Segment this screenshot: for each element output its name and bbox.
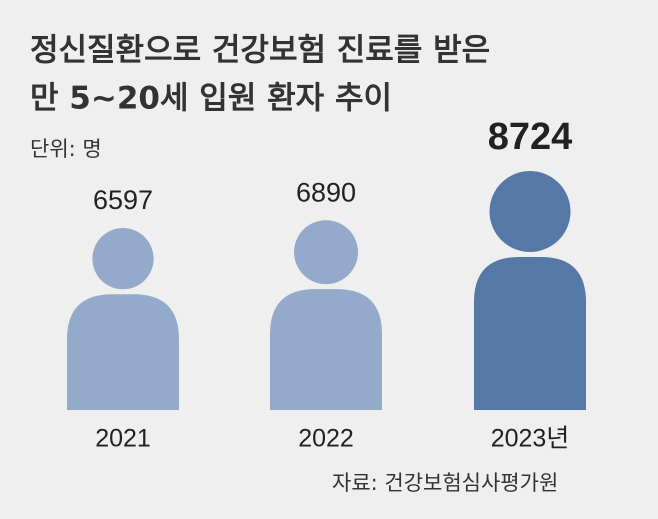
person-head: [92, 228, 154, 290]
person-icon: [474, 171, 586, 410]
x-tick-label: 2022: [298, 425, 354, 453]
person-head: [489, 171, 571, 252]
person-body: [270, 289, 382, 410]
x-tick-label: 2021: [95, 425, 151, 453]
chart-title: 정신질환으로 건강보험 진료를 받은: [30, 33, 490, 69]
value-label: 8724: [488, 116, 573, 158]
chart-title: 만 5~20세 입원 환자 추이: [30, 81, 392, 117]
person-body: [474, 257, 586, 410]
value-label: 6597: [93, 185, 153, 215]
unit-label: 단위: 명: [30, 137, 102, 161]
person-body: [67, 294, 179, 410]
x-tick-label: 2023년: [491, 425, 570, 453]
value-label: 6890: [296, 177, 356, 207]
person-head: [294, 220, 358, 285]
person-icon: [270, 220, 382, 410]
source: 자료: 건강보험심사평가원: [332, 471, 558, 495]
person-icon: [67, 228, 179, 410]
